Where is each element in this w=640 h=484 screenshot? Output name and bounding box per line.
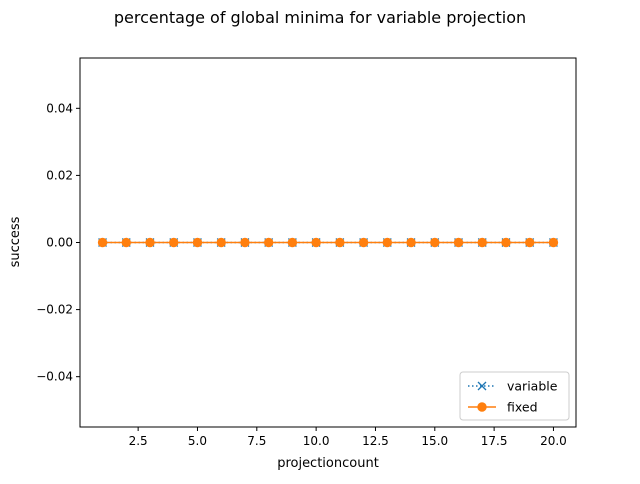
data-point-fixed: [145, 237, 155, 248]
legend-entry-variable: variable: [468, 379, 558, 394]
y-axis: −0.04 −0.02 0.00 0.02 0.04: [36, 101, 80, 384]
x-tick-label: 2.5: [129, 434, 148, 448]
x-tick-label: 17.5: [481, 434, 508, 448]
x-tick-label: 5.0: [188, 434, 207, 448]
y-axis-label: success: [8, 216, 23, 267]
y-tick-label: 0.04: [46, 101, 73, 115]
data-point-fixed: [477, 237, 487, 248]
legend: variable fixed: [459, 371, 570, 421]
data-point-fixed: [192, 237, 203, 248]
legend-label: variable: [507, 379, 558, 394]
data-point-fixed: [311, 237, 321, 248]
chart-title: percentage of global minima for variable…: [114, 8, 526, 27]
data-point-fixed: [169, 237, 179, 248]
y-tick-label: 0.00: [46, 236, 73, 250]
x-tick-label: 7.5: [247, 434, 266, 448]
x-tick-label: 12.5: [362, 434, 389, 448]
legend-box: [459, 371, 570, 421]
legend-marker: [477, 381, 487, 391]
data-point-fixed: [263, 237, 274, 248]
legend-entry-fixed: fixed: [468, 400, 538, 415]
data-point-fixed: [501, 237, 511, 248]
data-point-fixed: [548, 237, 559, 248]
data-point-fixed: [287, 237, 298, 248]
data-point-fixed: [97, 237, 108, 248]
legend-items: variable fixed: [468, 379, 558, 415]
data-point-fixed: [406, 237, 416, 248]
data-point-fixed: [453, 237, 464, 248]
legend-marker: [477, 402, 487, 412]
legend-label: fixed: [507, 400, 538, 415]
x-tick-label: 20.0: [540, 434, 567, 448]
data-point-fixed: [240, 237, 250, 248]
x-axis-label: projectioncount: [277, 456, 379, 471]
y-tick-label: −0.02: [36, 303, 73, 317]
x-tick-label: 10.0: [303, 434, 330, 448]
data-point-fixed: [382, 237, 393, 248]
plot-area: [79, 57, 577, 428]
data-point-fixed: [430, 237, 440, 248]
data-point-fixed: [335, 237, 345, 248]
data-point-fixed: [216, 237, 226, 248]
series-fixed: [97, 237, 559, 248]
data-point-fixed: [525, 237, 535, 248]
y-tick-label: 0.02: [46, 168, 73, 182]
data-point-fixed: [121, 237, 131, 248]
series-layer: [97, 237, 559, 248]
y-tick-label: −0.04: [36, 370, 73, 384]
x-tick-label: 15.0: [421, 434, 448, 448]
x-axis: 2.5 5.0 7.5 10.0 12.5 15.0 17.5 20.0: [129, 427, 567, 448]
data-point-fixed: [358, 237, 369, 248]
